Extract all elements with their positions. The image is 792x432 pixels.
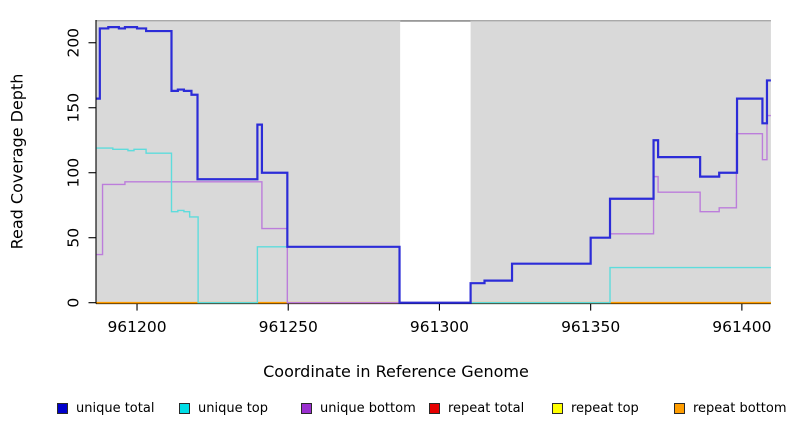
y-tick-label: 150 [65, 93, 83, 123]
legend-item-repeat-bottom: repeat bottom [674, 398, 787, 418]
repeat-total-swatch-icon [429, 402, 440, 414]
unique-total-swatch-icon [57, 402, 68, 414]
legend: unique total unique top unique bottom re… [0, 398, 792, 422]
legend-item-unique-total: unique total [57, 398, 154, 418]
y-tick-label: 50 [65, 228, 83, 248]
unique-bottom-swatch-icon [301, 402, 312, 414]
legend-label: repeat bottom [693, 400, 787, 416]
x-axis-title: Coordinate in Reference Genome [263, 362, 529, 381]
y-tick-label: 0 [65, 298, 83, 308]
coverage-gap-band [400, 20, 471, 304]
x-tick-label: 961300 [410, 318, 469, 336]
legend-item-unique-bottom: unique bottom [301, 398, 416, 418]
legend-item-repeat-total: repeat total [429, 398, 524, 418]
gap-band-top-border [400, 20, 471, 22]
y-tick-label: 100 [65, 158, 83, 188]
repeat-bottom-swatch-icon [674, 402, 685, 414]
legend-label: unique bottom [320, 400, 416, 416]
x-tick-label: 961350 [561, 318, 620, 336]
legend-label: unique top [198, 400, 269, 416]
y-axis-title: Read Coverage Depth [7, 73, 27, 250]
x-tick-label: 961250 [259, 318, 318, 336]
legend-label: unique total [76, 400, 155, 416]
repeat-top-swatch-icon [552, 402, 563, 414]
legend-item-repeat-top: repeat top [552, 398, 639, 418]
legend-label: repeat top [571, 400, 639, 416]
legend-item-unique-top: unique top [179, 398, 268, 418]
x-tick-label: 961400 [712, 318, 771, 336]
unique-top-swatch-icon [179, 402, 190, 414]
x-tick-label: 961200 [107, 318, 166, 336]
unique-total-line [96, 26, 771, 304]
legend-label: repeat total [448, 400, 525, 416]
y-tick-label: 200 [65, 28, 83, 58]
